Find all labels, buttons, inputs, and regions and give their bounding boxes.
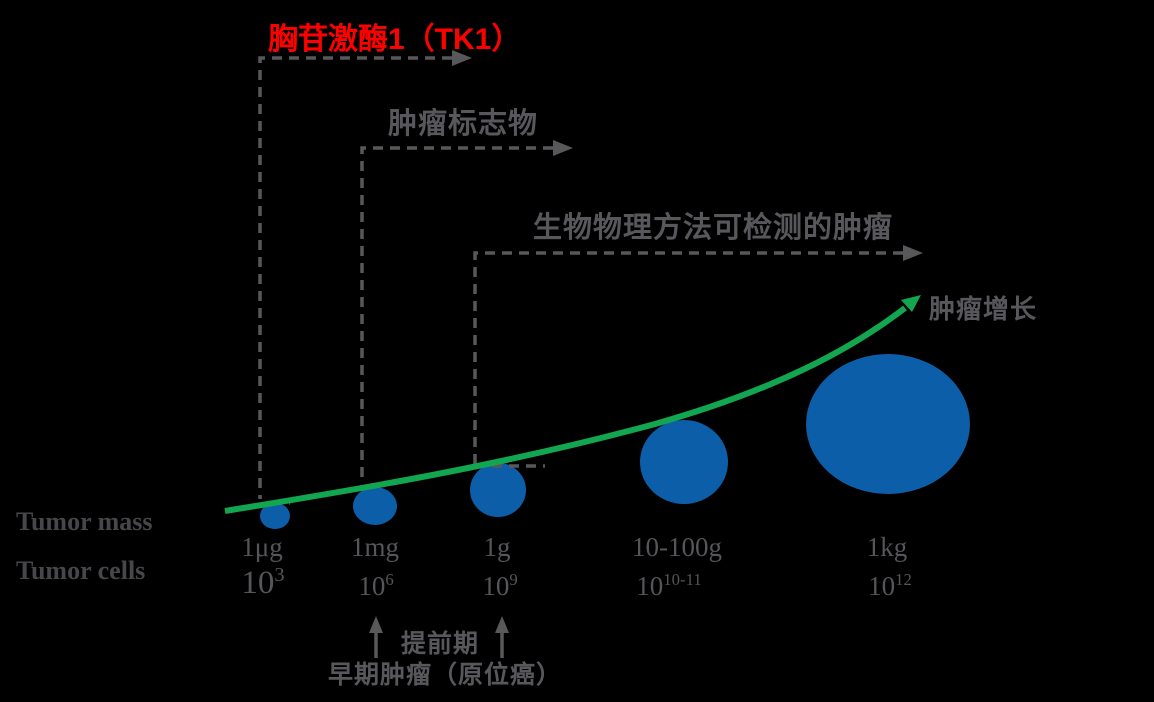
growth-arrowhead-icon xyxy=(901,295,921,312)
tk1-title: 胸苷激酶1（TK1） xyxy=(268,23,522,56)
cells-base: 10 xyxy=(358,571,386,601)
cells-exponent: 3 xyxy=(274,564,285,586)
cells-base: 10 xyxy=(868,571,896,601)
stage-cells-label-1: 103 xyxy=(241,564,284,602)
tumor-bubble-1mg xyxy=(353,487,397,525)
tk1-arrowhead-icon xyxy=(452,50,472,66)
cells-exponent: 10-11 xyxy=(663,570,702,589)
cells-base: 10 xyxy=(636,571,664,601)
cells-exponent: 9 xyxy=(509,570,518,589)
biophysical-title: 生物物理方法可检测的肿瘤 xyxy=(533,212,894,244)
up-arrowhead-left-icon xyxy=(369,616,383,633)
up-arrowhead-right-icon xyxy=(495,616,509,633)
stage-mass-label-4: 10-100g xyxy=(632,532,722,562)
stage-cells-label-5: 1012 xyxy=(868,570,912,602)
tumor-growth-label: 肿瘤增长 xyxy=(929,294,1038,324)
tumor-bubble-1ug xyxy=(260,503,290,529)
cells-base: 10 xyxy=(241,565,275,601)
biophysical-arrowhead-icon xyxy=(903,245,923,261)
stage-cells-label-4: 1010-11 xyxy=(636,570,701,602)
tumor-bubble-1g xyxy=(470,463,526,517)
biophysical-dashed-arrow xyxy=(473,251,903,468)
stage-mass-label-5: 1kg xyxy=(866,532,908,562)
tumor-marker-dashed-arrow xyxy=(360,146,553,488)
tumor-bubble-1kg xyxy=(806,354,970,494)
stage-cells-label-3: 109 xyxy=(482,570,517,602)
tumor-cells-axis-label: Tumor cells xyxy=(16,556,146,585)
tumor-marker-arrowhead-icon xyxy=(553,140,573,156)
growth-curve xyxy=(224,305,907,514)
early-tumor-label: 早期肿瘤（原位癌） xyxy=(327,661,563,689)
stage-cells-label-2: 106 xyxy=(358,570,393,602)
lead-time-label: 提前期 xyxy=(400,630,480,658)
tumor-marker-title: 肿瘤标志物 xyxy=(388,108,539,140)
tumor-mass-axis-label: Tumor mass xyxy=(16,507,153,536)
cells-exponent: 6 xyxy=(385,570,394,589)
cells-exponent: 12 xyxy=(895,570,912,589)
stage-mass-label-2: 1mg xyxy=(350,532,400,562)
tumor-bubble-10-100g xyxy=(640,420,728,504)
stage-mass-label-3: 1g xyxy=(483,532,511,562)
stage-mass-label-1: 1μg xyxy=(241,532,283,562)
cells-base: 10 xyxy=(482,571,510,601)
